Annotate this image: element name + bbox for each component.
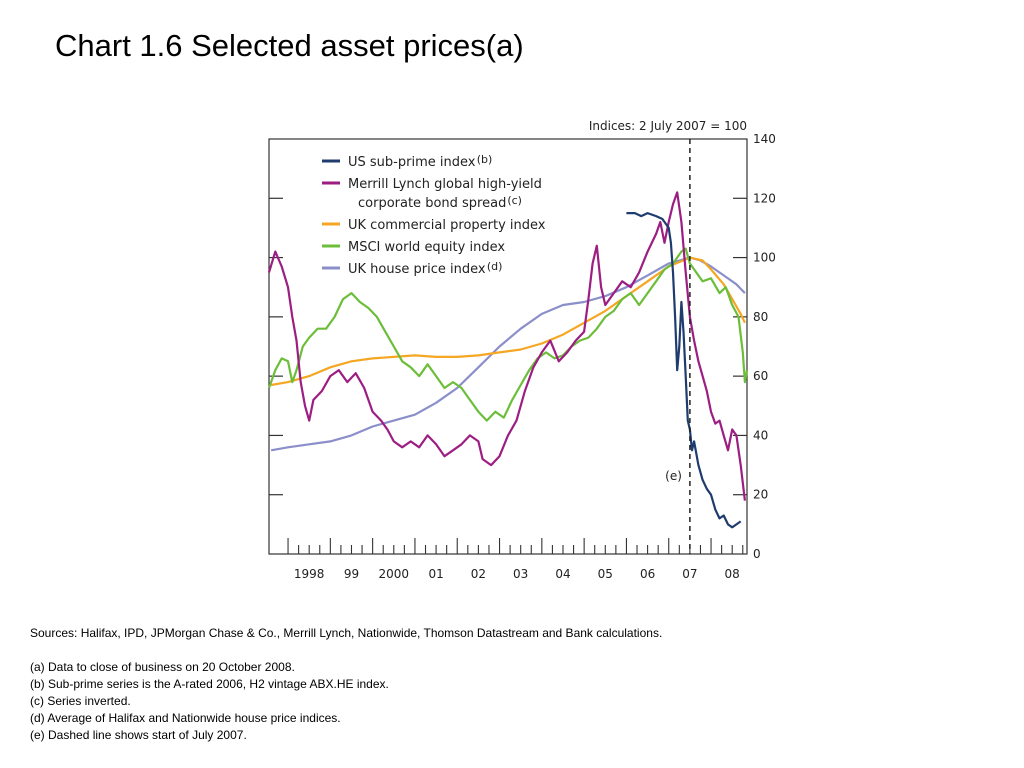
x-tick-label: 1998 xyxy=(294,567,325,581)
vline-label: (e) xyxy=(665,469,682,483)
series-line xyxy=(626,212,742,529)
y-tick-label: 80 xyxy=(753,310,768,324)
x-axis-ticks xyxy=(287,538,744,554)
x-tick-label: 06 xyxy=(640,567,655,581)
y-tick-label: 100 xyxy=(753,251,776,265)
footnote-a: (a) Data to close of business on 20 Octo… xyxy=(30,660,295,674)
chart-notes: Sources: Halifax, IPD, JPMorgan Chase & … xyxy=(30,625,662,744)
x-tick-label: 08 xyxy=(725,567,740,581)
y-tick-label: 20 xyxy=(753,488,768,502)
legend-note: (c) xyxy=(507,194,522,207)
legend: US sub-prime index (b) Merrill Lynch globa… xyxy=(322,153,546,277)
x-tick-label: 2000 xyxy=(379,567,410,581)
x-tick-label: 05 xyxy=(598,567,613,581)
plot-area xyxy=(268,138,748,555)
x-tick-label: 04 xyxy=(555,567,570,581)
series-line xyxy=(267,191,746,501)
chart-frame xyxy=(268,138,748,555)
footnote-e: (e) Dashed line shows start of July 2007… xyxy=(30,728,247,742)
series-layer xyxy=(267,191,749,529)
series-line xyxy=(270,256,746,387)
series-line xyxy=(267,247,749,422)
legend-label: Merrill Lynch global high-yield xyxy=(348,177,542,192)
footnote-c: (c) Series inverted. xyxy=(30,694,131,708)
chart: (e) US sub-prime index (b) Merrill Lynch g… xyxy=(267,119,776,581)
sources-note: Sources: Halifax, IPD, JPMorgan Chase & … xyxy=(30,626,663,640)
footnote-b: (b) Sub-prime series is the A-rated 2006… xyxy=(30,677,389,691)
legend-note: (b) xyxy=(477,153,493,166)
legend-label: UK house price index xyxy=(348,262,486,277)
x-tick-label: 99 xyxy=(344,567,359,581)
x-tick-label: 01 xyxy=(428,567,443,581)
y-tick-label: 40 xyxy=(753,428,768,442)
y-tick-label: 120 xyxy=(753,191,776,205)
x-tick-label: 02 xyxy=(471,567,486,581)
legend-label: UK commercial property index xyxy=(348,218,546,233)
axis-labels: 140 120 100 80 60 40 20 0 1998 99 2000 01 02 03 04 05 06… xyxy=(294,119,776,581)
legend-note: (d) xyxy=(487,260,503,273)
legend-label: corporate bond spread xyxy=(358,196,506,211)
footnote-d: (d) Average of Halifax and Nationwide ho… xyxy=(30,711,341,725)
vline-layer: (e) xyxy=(665,139,691,554)
legend-label: MSCI world equity index xyxy=(348,240,505,255)
x-tick-label: 07 xyxy=(682,567,697,581)
legend-label: US sub-prime index xyxy=(348,155,476,170)
y-tick-label: 60 xyxy=(753,369,768,383)
index-note: Indices: 2 July 2007 = 100 xyxy=(589,119,747,133)
slide-title: Chart 1.6 Selected asset prices(a) xyxy=(55,28,524,63)
y-tick-label: 0 xyxy=(753,547,761,561)
x-tick-label: 03 xyxy=(513,567,528,581)
y-tick-label: 140 xyxy=(753,132,776,146)
